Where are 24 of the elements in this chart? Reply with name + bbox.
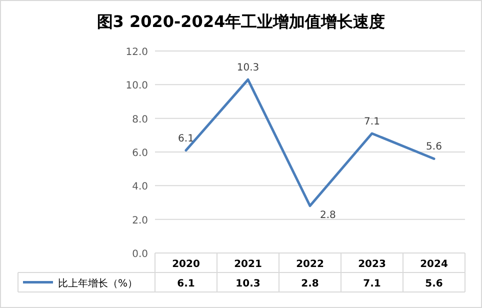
legend-label: 比上年增长（%） [58,278,138,290]
data-label: 10.3 [236,278,260,290]
data-label: 5.6 [425,278,443,290]
y-tick-label: 0.0 [132,249,148,260]
data-label: 6.1 [177,278,195,290]
annotation: 7.1 [364,116,380,128]
data-label: 7.1 [363,278,381,290]
y-tick-label: 6.0 [132,148,148,159]
annotation: 5.6 [426,142,442,153]
x-tick-label: 2022 [296,259,324,270]
annotation: 6.1 [178,133,194,144]
annotation: 2.8 [320,210,336,221]
y-tick-label: 12.0 [126,47,148,58]
x-tick-label: 2023 [358,259,386,270]
chart-title: 图3 2020-2024年工业增加值增长速度 [96,12,386,31]
x-tick-label: 2021 [234,259,262,270]
x-tick-label: 2020 [172,259,200,270]
y-tick-label: 2.0 [132,215,148,226]
annotation: 10.3 [236,62,260,74]
y-tick-label: 4.0 [132,182,148,193]
y-tick-label: 8.0 [132,114,148,126]
data-label: 2.8 [301,278,319,290]
x-tick-label: 2024 [420,259,448,270]
y-tick-label: 10.0 [126,80,148,92]
